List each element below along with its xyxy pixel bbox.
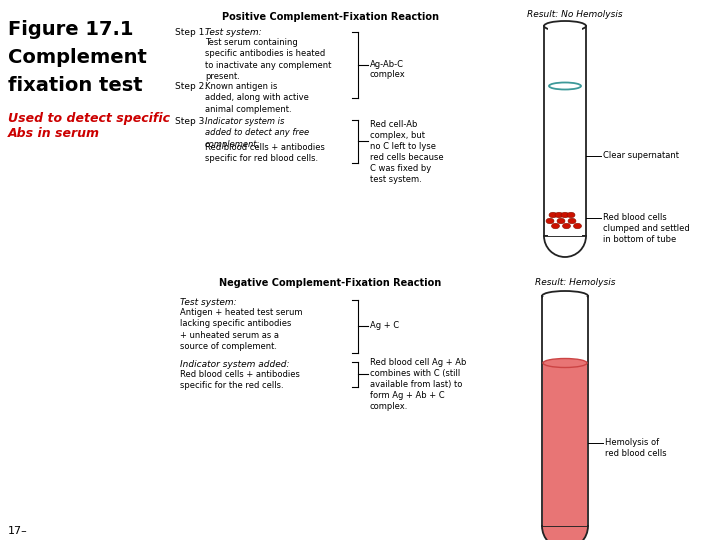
Text: Negative Complement-Fixation Reaction: Negative Complement-Fixation Reaction [219,278,441,288]
Text: 17–: 17– [8,526,28,536]
Text: Red cell-Ab
complex, but
no C left to lyse
red cells because
C was fixed by
test: Red cell-Ab complex, but no C left to ly… [370,120,444,185]
Ellipse shape [549,212,557,218]
Text: Result: Hemolysis: Result: Hemolysis [535,278,616,287]
Text: Hemolysis of
red blood cells: Hemolysis of red blood cells [605,438,667,458]
Text: Test system:: Test system: [180,298,237,307]
Text: Step 3.: Step 3. [175,117,207,126]
Ellipse shape [561,212,569,218]
Ellipse shape [544,21,586,31]
Text: Ag-Ab-C
complex: Ag-Ab-C complex [370,60,406,79]
Text: Complement: Complement [8,48,147,67]
Ellipse shape [567,212,575,218]
Bar [544,26,586,236]
Ellipse shape [542,291,588,301]
Ellipse shape [557,218,565,224]
Text: Antigen + heated test serum
lacking specific antibodies
+ unheated serum as a
so: Antigen + heated test serum lacking spec… [180,308,302,352]
Text: Known antigen is
added, along with active
animal complement.: Known antigen is added, along with activ… [205,82,309,114]
Bar [543,363,587,526]
Text: Red blood cells
clumped and settled
in bottom of tube: Red blood cells clumped and settled in b… [603,213,690,244]
Text: Step 1.: Step 1. [175,28,207,37]
Wedge shape [544,236,586,257]
Text: Test system:: Test system: [205,28,261,37]
Text: Red blood cell Ag + Ab
combines with C (still
available from last) to
form Ag + : Red blood cell Ag + Ab combines with C (… [370,358,467,411]
Text: Step 2.: Step 2. [175,82,207,91]
Bar [543,297,587,363]
Ellipse shape [562,223,570,229]
Text: Used to detect specific: Used to detect specific [8,112,170,125]
Text: fixation test: fixation test [8,76,143,95]
Ellipse shape [543,359,587,368]
Ellipse shape [552,223,559,229]
Text: Positive Complement-Fixation Reaction: Positive Complement-Fixation Reaction [222,12,438,22]
Text: Test serum containing
specific antibodies is heated
to inactivate any complement: Test serum containing specific antibodie… [205,38,331,82]
Text: Indicator system added:: Indicator system added: [180,360,289,369]
Text: Indicator system is
added to detect any free
complement:: Indicator system is added to detect any … [205,117,309,149]
Wedge shape [542,526,588,540]
Ellipse shape [574,223,582,229]
Text: Clear supernatant: Clear supernatant [603,152,679,160]
Text: Result: No Hemolysis: Result: No Hemolysis [527,10,623,19]
Bar [548,26,582,236]
Ellipse shape [546,218,554,224]
Text: Red blood cells + antibodies
specific for red blood cells.: Red blood cells + antibodies specific fo… [205,143,325,164]
Text: Ag + C: Ag + C [370,321,399,330]
Text: Red blood cells + antibodies
specific for the red cells.: Red blood cells + antibodies specific fo… [180,370,300,390]
Ellipse shape [568,218,576,224]
Bar [542,296,588,526]
Ellipse shape [555,212,563,218]
Text: Figure 17.1: Figure 17.1 [8,20,133,39]
Text: Abs in serum: Abs in serum [8,127,100,140]
